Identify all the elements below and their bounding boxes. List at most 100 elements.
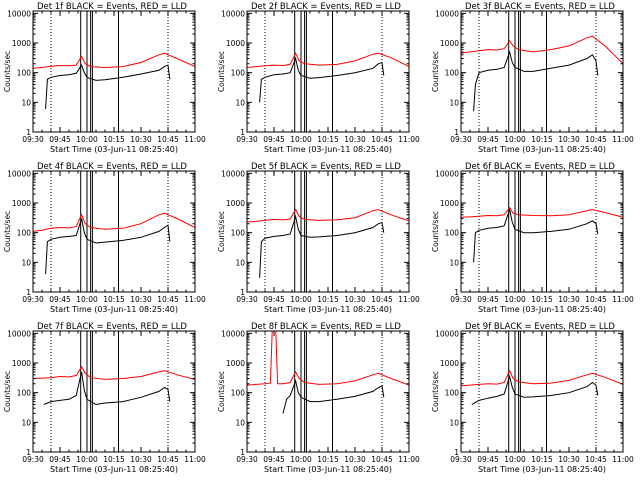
- panel-title: Det 7f BLACK = Events, RED = LLD: [37, 322, 187, 332]
- x-tick-label: 09:45: [263, 295, 285, 304]
- y-tick-label: 1: [240, 128, 245, 137]
- y-axis-label: Counts/sec: [217, 211, 226, 252]
- panel-title: Det 6f BLACK = Events, RED = LLD: [465, 162, 615, 172]
- y-tick-label: 100: [445, 389, 460, 398]
- y-tick-label: 10000: [7, 169, 31, 178]
- x-tick-label: 11:00: [398, 295, 420, 304]
- events-series-line: [473, 50, 599, 112]
- x-tick-label: 10:30: [130, 295, 152, 304]
- y-tick-label: 10000: [435, 329, 459, 338]
- y-tick-label: 10000: [7, 9, 31, 18]
- x-tick-label: 10:00: [290, 455, 312, 464]
- y-tick-label: 10: [21, 418, 31, 427]
- x-tick-label: 10:00: [290, 295, 312, 304]
- x-tick-label: 09:30: [236, 135, 258, 144]
- y-tick-label: 100: [231, 229, 246, 238]
- x-tick-label: 09:30: [236, 295, 258, 304]
- x-tick-label: 10:45: [585, 295, 607, 304]
- lld-series-line: [247, 331, 409, 386]
- detector-panel-5: Det 5f BLACK = Events, RED = LLD 1 10 100 10…: [217, 162, 420, 314]
- x-tick-label: 09:30: [22, 455, 44, 464]
- detector-panel-9: Det 9f BLACK = Events, RED = LLD 1 10 100 10…: [431, 322, 634, 474]
- x-tick-label: 10:15: [317, 295, 339, 304]
- x-tick-label: 11:00: [398, 135, 420, 144]
- y-tick-label: 10: [235, 418, 245, 427]
- x-tick-label: 10:00: [504, 135, 526, 144]
- x-tick-label: 09:45: [477, 135, 499, 144]
- y-tick-label: 100: [17, 69, 32, 78]
- y-tick-label: 100: [231, 69, 246, 78]
- plot-frame: [246, 170, 410, 293]
- lld-series-line: [247, 52, 409, 68]
- y-tick-label: 1000: [12, 199, 31, 208]
- events-series-line: [45, 218, 171, 275]
- x-tick-label: 10:45: [157, 455, 179, 464]
- y-tick-label: 10000: [221, 9, 245, 18]
- y-tick-label: 100: [445, 229, 460, 238]
- x-axis-label: Start Time (03-Jun-11 08:25:40): [50, 465, 178, 474]
- events-series-line: [473, 207, 599, 263]
- x-tick-label: 10:30: [558, 295, 580, 304]
- x-tick-label: 09:30: [450, 135, 472, 144]
- x-tick-label: 09:45: [477, 295, 499, 304]
- y-tick-label: 1000: [226, 199, 245, 208]
- y-tick-label: 1: [26, 448, 31, 457]
- x-axis-label: Start Time (03-Jun-11 08:25:40): [478, 305, 606, 314]
- y-tick-label: 1: [26, 128, 31, 137]
- y-tick-label: 10: [449, 418, 459, 427]
- x-tick-label: 10:15: [103, 295, 125, 304]
- detector-panel-7: Det 7f BLACK = Events, RED = LLD 1 10 100 10…: [3, 322, 206, 474]
- y-tick-label: 1: [26, 288, 31, 297]
- y-tick-label: 1000: [226, 359, 245, 368]
- x-tick-label: 10:45: [157, 135, 179, 144]
- y-axis-label: Counts/sec: [217, 371, 226, 412]
- lld-series-line: [461, 35, 623, 65]
- detector-panel-6: Det 6f BLACK = Events, RED = LLD 1 10 100 10…: [431, 162, 634, 314]
- x-tick-label: 10:45: [371, 295, 393, 304]
- lld-series-line: [461, 206, 623, 218]
- x-tick-label: 10:15: [531, 295, 553, 304]
- y-tick-label: 1000: [440, 199, 459, 208]
- x-tick-label: 10:00: [290, 135, 312, 144]
- x-tick-label: 09:30: [236, 455, 258, 464]
- x-tick-label: 10:30: [558, 455, 580, 464]
- x-tick-label: 09:45: [263, 135, 285, 144]
- x-tick-label: 10:00: [504, 295, 526, 304]
- events-series-line: [259, 56, 385, 103]
- x-tick-label: 11:00: [612, 295, 634, 304]
- x-tick-label: 10:00: [76, 135, 98, 144]
- x-tick-label: 09:30: [450, 455, 472, 464]
- detector-panel-2: Det 2f BLACK = Events, RED = LLD 1 10 100 10…: [217, 2, 420, 154]
- y-tick-label: 10000: [435, 169, 459, 178]
- y-tick-label: 10: [449, 98, 459, 107]
- x-tick-label: 10:00: [76, 455, 98, 464]
- y-tick-label: 1: [454, 128, 459, 137]
- plot-frame: [246, 10, 410, 133]
- y-axis-label: Counts/sec: [431, 211, 440, 252]
- x-tick-label: 10:15: [317, 455, 339, 464]
- x-tick-label: 10:00: [76, 295, 98, 304]
- detector-panel-8: Det 8f BLACK = Events, RED = LLD 1 10 100 10…: [217, 322, 420, 474]
- events-series-line: [45, 63, 171, 109]
- lld-series-line: [33, 52, 195, 69]
- y-axis-label: Counts/sec: [431, 371, 440, 412]
- x-tick-label: 10:30: [130, 455, 152, 464]
- y-tick-label: 10: [235, 258, 245, 267]
- y-tick-label: 10: [449, 258, 459, 267]
- detector-panel-3: Det 3f BLACK = Events, RED = LLD 1 10 100 10…: [431, 2, 634, 154]
- x-tick-label: 09:45: [263, 455, 285, 464]
- y-tick-label: 1: [240, 448, 245, 457]
- x-axis-label: Start Time (03-Jun-11 08:25:40): [50, 145, 178, 154]
- x-tick-label: 11:00: [398, 455, 420, 464]
- x-tick-label: 09:45: [49, 135, 71, 144]
- lld-series-line: [247, 208, 409, 223]
- y-tick-label: 100: [17, 229, 32, 238]
- x-tick-label: 10:15: [317, 135, 339, 144]
- plot-frame: [460, 170, 624, 293]
- x-tick-label: 11:00: [612, 135, 634, 144]
- x-tick-label: 10:30: [130, 135, 152, 144]
- plot-frame: [32, 170, 196, 293]
- x-tick-label: 11:00: [612, 455, 634, 464]
- plot-frame: [32, 10, 196, 133]
